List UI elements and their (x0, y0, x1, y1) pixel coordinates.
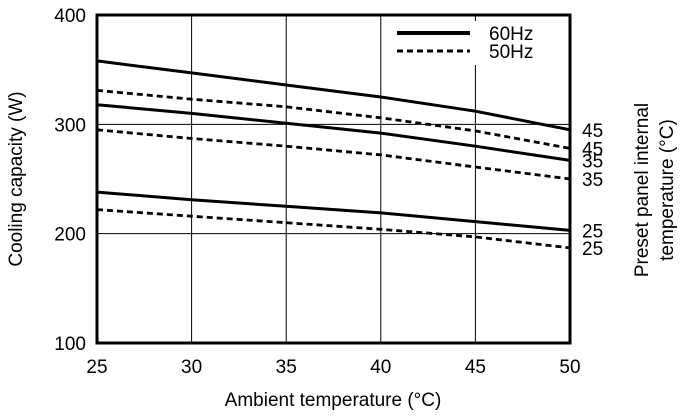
grid-lines (97, 15, 570, 343)
end-label-60hz-25: 25 (582, 221, 603, 242)
x-tick-label-50: 50 (559, 357, 580, 378)
y-tick-label-400: 400 (54, 6, 86, 27)
legend-label-60hz: 60Hz (489, 24, 533, 45)
y-tick-label-100: 100 (54, 334, 86, 355)
end-label-50hz-45: 45 (582, 139, 603, 160)
end-label-50hz-35: 35 (582, 170, 603, 191)
y-tick-label-300: 300 (54, 115, 86, 136)
legend-background (392, 21, 560, 65)
y-axis-label: Cooling capacity (W) (6, 91, 27, 266)
series-line-60hz-35 (96, 103, 571, 162)
x-axis-label: Ambient temperature (°C) (225, 390, 442, 411)
series-line-50hz-35 (96, 128, 571, 181)
x-tick-label-45: 45 (465, 357, 486, 378)
right-axis-label-line1: Preset panel internal (632, 103, 653, 277)
x-tick-label-25: 25 (86, 357, 107, 378)
tick-labels: 25 30 35 40 45 50 100 200 300 400 (54, 6, 580, 378)
series-line-60hz-25 (96, 190, 571, 232)
series-lines (96, 59, 571, 250)
series-line-50hz-45 (96, 89, 571, 150)
end-label-60hz-45: 45 (582, 121, 603, 142)
series-line-60hz-45 (96, 59, 571, 132)
x-tick-label-35: 35 (276, 357, 297, 378)
series-line-50hz-25 (96, 208, 571, 250)
y-tick-label-200: 200 (54, 225, 86, 246)
legend-label-50hz: 50Hz (489, 42, 533, 63)
x-tick-label-30: 30 (181, 357, 202, 378)
right-axis-label-line2: temperature (°C) (657, 119, 678, 261)
x-tick-label-40: 40 (370, 357, 391, 378)
end-label-50hz-25: 25 (582, 239, 603, 260)
plot-frame (95, 13, 572, 345)
end-label-60hz-35: 35 (582, 151, 603, 172)
